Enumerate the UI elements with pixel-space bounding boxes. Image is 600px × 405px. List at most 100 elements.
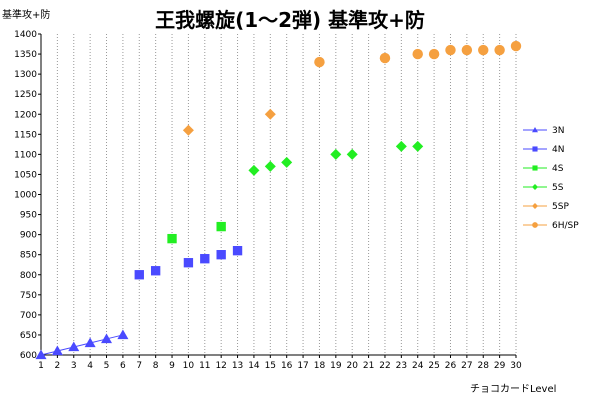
x-tick-label-3: 3 — [71, 361, 77, 371]
point-6h-sp-3 — [428, 48, 440, 60]
point-4n-2 — [183, 258, 194, 268]
point-4n-5 — [232, 246, 243, 256]
y-tick-label-1150: 1150 — [14, 130, 37, 140]
x-tick-label-29: 29 — [494, 361, 506, 371]
x-tick-label-14: 14 — [248, 361, 260, 371]
x-tick-label-1: 1 — [38, 361, 44, 371]
point-5s-4 — [346, 148, 358, 160]
legend-label-6h-sp: 6H/SP — [552, 221, 579, 231]
y-axis-label: 基準攻+防 — [2, 8, 50, 21]
x-tick-label-4: 4 — [87, 361, 93, 371]
point-4n-3 — [200, 254, 210, 264]
point-5s-0 — [248, 164, 260, 176]
legend-marker-5s — [532, 184, 538, 190]
axis-layer: 600 650 700 750 800 850 900 950 1000 1050 1100 1150… — [14, 30, 522, 371]
x-tick-label-6: 6 — [120, 361, 126, 371]
series-4s — [167, 221, 226, 244]
y-tick-label-950: 950 — [20, 211, 37, 221]
x-tick-label-23: 23 — [396, 361, 407, 371]
point-3n-5 — [117, 329, 129, 340]
x-tick-label-22: 22 — [379, 361, 390, 371]
series-5s — [248, 140, 424, 176]
point-6h-sp-7 — [494, 44, 505, 56]
y-tick-label-600: 600 — [20, 351, 37, 361]
x-tick-label-26: 26 — [445, 361, 457, 371]
x-tick-label-21: 21 — [363, 361, 374, 371]
point-5s-3 — [330, 148, 342, 160]
series-layer — [35, 40, 522, 360]
point-3n-0 — [35, 349, 47, 360]
point-6h-sp-6 — [478, 44, 489, 56]
point-4n-1 — [150, 266, 161, 276]
point-5s-5 — [395, 140, 407, 152]
point-5s-6 — [412, 140, 424, 152]
legend-label-5sp: 5SP — [552, 202, 569, 212]
legend-marker-4n — [532, 146, 538, 152]
legend-label-4s: 4S — [552, 164, 564, 174]
x-tick-label-24: 24 — [412, 361, 424, 371]
y-tick-label-1300: 1300 — [14, 70, 37, 80]
legend-marker-6h-sp — [532, 222, 538, 228]
point-6h-sp-1 — [379, 52, 391, 64]
x-tick-label-19: 19 — [330, 361, 342, 371]
x-tick-label-20: 20 — [346, 361, 358, 371]
y-tick-label-1000: 1000 — [14, 191, 37, 201]
y-tick-label-1250: 1250 — [14, 90, 37, 100]
y-tick-label-800: 800 — [20, 271, 37, 281]
y-tick-label-900: 900 — [20, 231, 37, 241]
x-tick-label-27: 27 — [461, 361, 472, 371]
x-tick-label-30: 30 — [510, 361, 522, 371]
x-tick-label-7: 7 — [136, 361, 142, 371]
legend-label-4n: 4N — [552, 145, 564, 155]
point-6h-sp-8 — [510, 40, 522, 52]
y-tick-label-700: 700 — [20, 311, 37, 321]
x-tick-label-13: 13 — [232, 361, 243, 371]
point-6h-sp-2 — [412, 48, 423, 60]
x-tick-label-12: 12 — [215, 361, 226, 371]
x-tick-label-18: 18 — [314, 361, 326, 371]
series-3n — [35, 329, 129, 360]
point-6h-sp-5 — [461, 44, 473, 56]
x-tick-label-8: 8 — [153, 361, 159, 371]
point-5s-1 — [264, 160, 276, 172]
legend-label-5s: 5S — [552, 183, 564, 193]
grid-layer — [56, 34, 517, 355]
x-tick-label-28: 28 — [478, 361, 490, 371]
y-tick-label-750: 750 — [20, 291, 37, 301]
y-tick-label-1350: 1350 — [14, 50, 37, 60]
y-tick-label-850: 850 — [20, 251, 37, 261]
x-tick-label-17: 17 — [297, 361, 308, 371]
series-5sp — [182, 108, 276, 136]
x-tick-label-5: 5 — [104, 361, 110, 371]
chart-title: 王我螺旋(1～2弾) 基準攻+防 — [155, 8, 425, 32]
x-tick-label-25: 25 — [428, 361, 439, 371]
x-axis-label: チョコカードLevel — [470, 383, 556, 395]
point-4s-0 — [167, 233, 177, 244]
x-tick-label-11: 11 — [199, 361, 210, 371]
x-tick-label-2: 2 — [55, 361, 61, 371]
series-6h-sp — [314, 40, 522, 68]
y-tick-label-1100: 1100 — [14, 150, 37, 160]
y-tick-label-650: 650 — [20, 331, 37, 341]
x-tick-label-9: 9 — [169, 361, 175, 371]
point-4n-4 — [216, 250, 226, 260]
y-tick-label-1400: 1400 — [14, 30, 37, 40]
y-tick-label-1200: 1200 — [14, 110, 37, 120]
point-5sp-1 — [264, 108, 276, 120]
point-5sp-0 — [182, 124, 194, 136]
y-tick-label-1050: 1050 — [14, 170, 37, 180]
point-3n-4 — [101, 333, 113, 344]
series-line-3n — [40, 334, 124, 356]
x-tick-label-10: 10 — [183, 361, 195, 371]
point-6h-sp-4 — [445, 44, 456, 56]
point-4n-0 — [134, 270, 144, 280]
point-3n-1 — [51, 345, 63, 356]
point-3n-2 — [68, 341, 80, 352]
point-3n-3 — [84, 337, 96, 348]
point-4s-1 — [216, 221, 226, 232]
legend-marker-5sp — [532, 203, 538, 209]
legend-label-3n: 3N — [552, 126, 564, 136]
series-4n — [134, 246, 243, 280]
